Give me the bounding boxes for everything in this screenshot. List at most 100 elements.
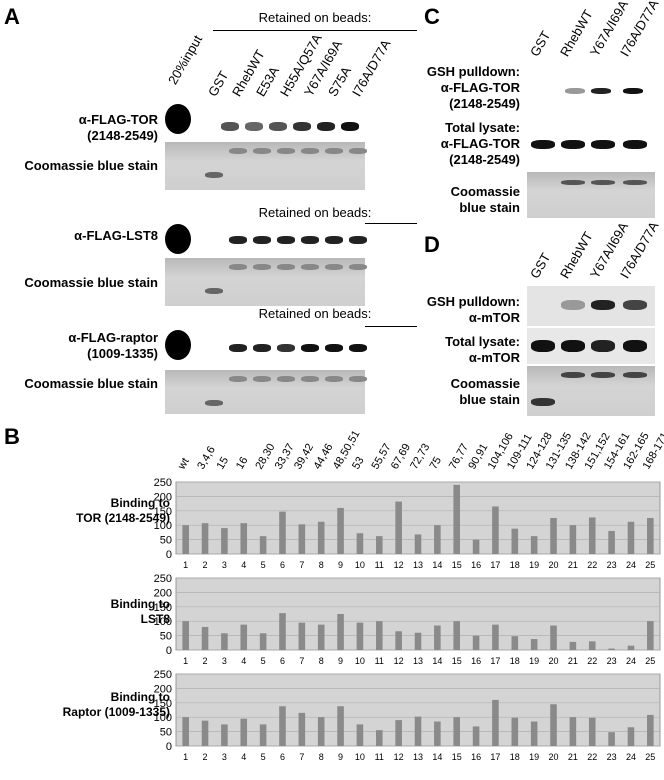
d-lane-label: GST [527, 250, 554, 281]
c-total-label: Total lysate: α-FLAG-TOR (2148-2549) [440, 120, 520, 167]
bar [511, 636, 519, 650]
x-tick-label: 20 [549, 656, 559, 666]
x-tick-label: 11 [375, 656, 384, 666]
x-tick-label: 25 [645, 560, 655, 570]
x-tick-label: 8 [319, 656, 324, 666]
x-tick-label: 4 [241, 752, 246, 762]
tor-coomassie-gel [165, 142, 367, 190]
d-coomassie-gel [527, 366, 655, 416]
bar [201, 720, 209, 746]
x-tick-label: 8 [319, 560, 324, 570]
bar [395, 720, 402, 746]
bar [259, 724, 267, 746]
blot-band [623, 372, 647, 378]
x-tick-label: 3 [222, 656, 227, 666]
x-tick-label: 9 [338, 752, 343, 762]
blot-band [591, 300, 615, 310]
blot-band [301, 376, 319, 382]
bar [472, 635, 480, 650]
bar [472, 726, 480, 746]
bar [317, 521, 325, 554]
x-tick-label: 21 [568, 560, 578, 570]
bar [259, 633, 267, 650]
blot-band [245, 122, 263, 131]
blot-band [253, 148, 271, 154]
x-tick-label: 12 [394, 656, 404, 666]
x-tick-label: 7 [299, 752, 304, 762]
blot-band [341, 122, 359, 131]
blot-band [531, 340, 555, 352]
x-tick-label: 9 [338, 560, 343, 570]
bar [569, 717, 577, 746]
x-tick-label: 15 [452, 560, 462, 570]
x-tick-label: 18 [510, 752, 520, 762]
x-tick-label: 6 [280, 656, 285, 666]
blot-band [221, 122, 239, 131]
y-tick-label: 200 [154, 683, 172, 695]
x-tick-label: 18 [510, 560, 520, 570]
blot-band [229, 148, 247, 154]
x-tick-label: 16 [471, 656, 481, 666]
x-tick-label: 3 [222, 560, 227, 570]
raptor-western-blot [165, 326, 367, 366]
x-tick-label: 17 [490, 560, 500, 570]
bar [627, 521, 635, 554]
blot-band [205, 400, 223, 406]
y-tick-label: 100 [154, 712, 172, 724]
c-stain-label: Coomassie blue stain [450, 184, 520, 215]
blot-band [205, 288, 223, 294]
blot-band [269, 122, 287, 131]
x-tick-label: 10 [355, 656, 365, 666]
blot-band [591, 140, 615, 149]
x-tick-label: 7 [299, 560, 304, 570]
blot-band [277, 236, 295, 244]
x-tick-label: 8 [319, 752, 324, 762]
blot-band [623, 88, 643, 94]
x-tick-label: 19 [529, 560, 539, 570]
blot-band [293, 122, 311, 131]
lst8-blot-label: α-FLAG-LST8 [74, 228, 158, 243]
retained-label-1: Retained on beads: [258, 10, 372, 25]
bar [240, 523, 248, 554]
blot-band [253, 344, 271, 352]
d-stain-label: Coomassie blue stain [450, 376, 520, 407]
mutant-label: 3,4,6 [195, 444, 218, 471]
c-lane-label: GST [527, 28, 554, 59]
lst8-binding-label: Binding to LST8 [110, 597, 170, 626]
x-tick-label: 16 [471, 560, 481, 570]
tor-western-blot-lanes [205, 100, 365, 140]
x-tick-label: 24 [626, 752, 636, 762]
panel-label-c: C [424, 4, 440, 29]
bar [240, 718, 248, 746]
x-tick-label: 20 [549, 560, 559, 570]
blot-band [591, 88, 611, 94]
x-tick-label: 22 [587, 656, 597, 666]
lst8-coomassie-gel [165, 258, 367, 306]
bar [240, 624, 248, 650]
blot-band [561, 180, 585, 185]
bar [337, 614, 344, 650]
y-tick-label: 150 [154, 698, 172, 710]
x-tick-label: 14 [432, 656, 442, 666]
x-tick-label: 25 [645, 656, 655, 666]
bar [569, 641, 577, 650]
input-lane-label: 20%input [165, 32, 206, 87]
bar [259, 536, 267, 554]
blot-band [565, 88, 585, 94]
binding-bar-chart: wt 3,4,615 16 28,3033,3739,4244,4648,50,515… [154, 428, 664, 762]
bar [608, 732, 615, 746]
x-tick-label: 2 [203, 656, 208, 666]
x-tick-label: 23 [607, 656, 617, 666]
tor-binding-label: Binding to TOR (2148-2549) [76, 496, 170, 525]
bar [434, 525, 441, 554]
bar [550, 625, 557, 650]
bar [608, 648, 615, 650]
x-tick-label: 16 [471, 752, 481, 762]
blot-band [349, 344, 367, 352]
bar [569, 525, 577, 554]
x-tick-label: 18 [510, 656, 520, 666]
mutant-label: wt [175, 456, 191, 472]
blot-band [277, 376, 295, 382]
mutant-label: 53 [350, 455, 367, 472]
bar [472, 539, 480, 554]
